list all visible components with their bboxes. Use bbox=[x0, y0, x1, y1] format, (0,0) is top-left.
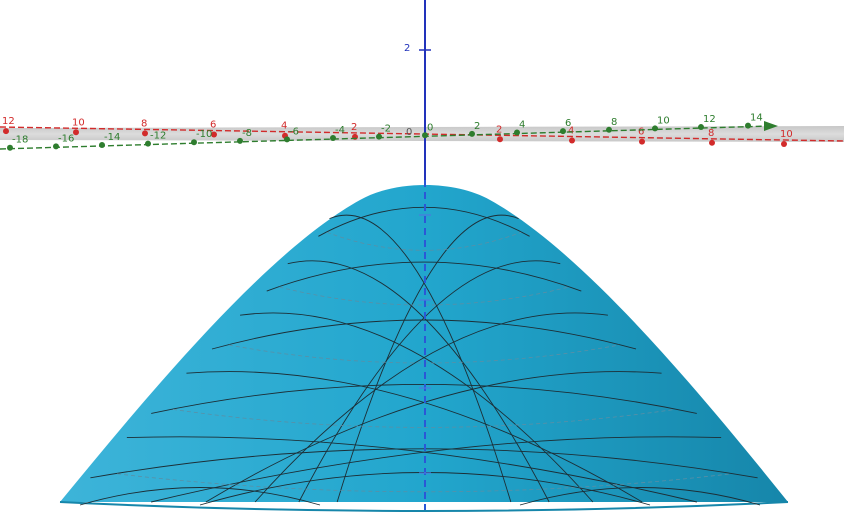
x-axis-tick-label: 12 bbox=[2, 116, 15, 127]
y-axis-tick-label: 2 bbox=[474, 121, 480, 132]
arrowhead-icon bbox=[764, 121, 778, 131]
mesh-curve bbox=[266, 261, 582, 292]
surface-base-edge bbox=[59, 501, 789, 512]
y-axis-tick-label: 14 bbox=[750, 113, 763, 124]
mesh-curve bbox=[254, 312, 608, 503]
y-axis-tick-point bbox=[745, 122, 751, 129]
x-axis-tick-point bbox=[781, 141, 787, 148]
x-axis-tick-label: 8 bbox=[141, 118, 147, 129]
y-axis-tick-point bbox=[7, 144, 13, 151]
mesh-hidden-curve bbox=[117, 473, 731, 493]
mesh-curve bbox=[519, 487, 761, 506]
z-axis-hidden-ticks bbox=[419, 214, 431, 474]
y-axis-tick-point bbox=[284, 136, 290, 143]
y-axis-tick-point bbox=[145, 140, 151, 147]
y-axis-tick-label: -12 bbox=[150, 131, 166, 142]
mesh-curve bbox=[79, 487, 321, 506]
x-axis-tick-label: 2 bbox=[351, 122, 357, 133]
y-axis-tick-point bbox=[514, 129, 520, 136]
x-axis-tick-point bbox=[709, 139, 715, 146]
y-axis-tick-point bbox=[330, 135, 336, 142]
y-axis-tick-point bbox=[237, 137, 243, 144]
y-axis-tick-label: -4 bbox=[335, 125, 345, 136]
y-axis-tick-label: -18 bbox=[12, 135, 28, 146]
x-axis-tick-label: 4 bbox=[281, 121, 287, 132]
y-axis-tick-point bbox=[99, 141, 105, 148]
y-axis-tick-label: 10 bbox=[657, 115, 670, 126]
x-axis-tick-label: 4 bbox=[568, 125, 574, 136]
x-axis-tick-point bbox=[73, 129, 79, 136]
mesh-hidden-curve bbox=[326, 231, 522, 251]
mesh-curve bbox=[205, 371, 662, 503]
origin-label: 0 bbox=[406, 127, 412, 138]
y-axis-tick-label: -2 bbox=[381, 124, 391, 135]
y-axis-tick-point bbox=[376, 133, 382, 140]
y-axis-tick-point bbox=[652, 125, 658, 132]
x-axis-tick-label: 6 bbox=[210, 120, 216, 131]
x-axis[interactable]: 12 10 8 6 4 2 2 4 6 8 10 bbox=[0, 116, 844, 148]
y-axis-tick-label: 0 bbox=[427, 122, 433, 133]
y-axis-tick-point bbox=[191, 139, 197, 146]
mesh-curve bbox=[240, 312, 594, 503]
y-axis-tick-label: -16 bbox=[58, 133, 74, 144]
x-axis-tick-label: 10 bbox=[780, 129, 793, 140]
mesh-hidden-curve bbox=[279, 286, 569, 306]
y-axis-tick-label: -10 bbox=[196, 129, 212, 140]
y-axis[interactable]: -18 -16 -14 -12 -10 -8 -6 -4 -2 0 2 4 6 8 10 12 14 bbox=[0, 113, 778, 151]
y-axis-tick-label: -6 bbox=[289, 126, 299, 137]
x-axis-tick-point bbox=[639, 138, 645, 145]
y-axis-tick-label: 6 bbox=[565, 118, 571, 129]
x-axis-tick-point bbox=[569, 137, 575, 144]
y-axis-ticks: -18 -16 -14 -12 -10 -8 -6 -4 -2 0 2 4 6 8 10 12 14 bbox=[7, 113, 763, 151]
x-axis-tick-label: 8 bbox=[708, 128, 714, 139]
y-axis-tick-point bbox=[469, 130, 475, 137]
y-axis-tick-label: 4 bbox=[519, 120, 525, 131]
x-axis-tick-label: 2 bbox=[496, 124, 502, 135]
mesh-hidden-curve bbox=[172, 409, 676, 428]
x-axis-ticks: 12 10 8 6 4 2 2 4 6 8 10 bbox=[2, 116, 793, 148]
x-axis-tick-point bbox=[3, 128, 9, 135]
z-axis-tick-label: 2 bbox=[404, 43, 410, 54]
x-axis-tick-label: 10 bbox=[72, 117, 85, 128]
y-axis-tick-point bbox=[698, 124, 704, 131]
y-axis-tick-point bbox=[53, 143, 59, 150]
y-axis-tick-point bbox=[606, 126, 612, 133]
x-axis-tick-point bbox=[497, 136, 503, 143]
x-axis-tick-point bbox=[142, 130, 148, 137]
y-axis-tick-label: 12 bbox=[703, 114, 716, 125]
y-axis-tick-label: -14 bbox=[104, 132, 120, 143]
mesh-curve bbox=[126, 436, 697, 503]
surface-body[interactable] bbox=[60, 185, 788, 502]
y-axis-tick-label: -8 bbox=[242, 128, 252, 139]
y-axis-tick-point bbox=[560, 128, 566, 135]
y-axis-tick-point bbox=[422, 132, 428, 139]
mesh-curve bbox=[211, 319, 637, 350]
mesh-curve bbox=[151, 436, 722, 503]
y-axis-tick-label: 8 bbox=[611, 117, 617, 128]
mesh-curve bbox=[186, 371, 643, 503]
x-axis-tick-label: 6 bbox=[638, 127, 644, 138]
x-axis-tick-point bbox=[211, 131, 217, 138]
